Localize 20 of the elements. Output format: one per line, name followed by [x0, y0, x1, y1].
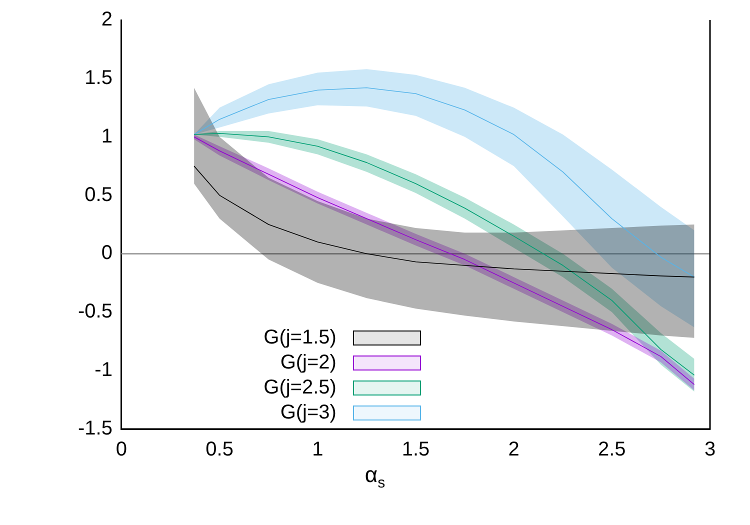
x-tick-label: 1: [312, 438, 324, 461]
x-tick-label: 2.5: [598, 438, 626, 461]
y-tick-label: -1.5: [78, 418, 112, 440]
x-axis-title: α$_{s}$: [364, 462, 386, 492]
y-tick-label: -0.5: [78, 300, 112, 323]
legend-label: G(j=2): [280, 352, 336, 374]
legend-label: G(j=3): [280, 402, 336, 424]
x-tick-label: 2: [508, 438, 520, 461]
x-tick-label: 3: [704, 438, 716, 461]
y-tick-label: 0: [101, 242, 112, 264]
y-tick-label: 1: [101, 125, 112, 148]
y-tick-label: 2: [101, 8, 112, 31]
y-tick-label: 0.5: [84, 184, 112, 206]
legend-label: G(j=2.5): [264, 376, 336, 399]
legend-label: G(j=1.5): [264, 326, 336, 349]
x-tick-label: 1.5: [402, 438, 430, 461]
x-tick-label: 0: [116, 438, 128, 461]
y-tick-label: 1.5: [84, 66, 112, 89]
x-tick-label: 0.5: [206, 438, 234, 461]
y-tick-label: -1: [94, 359, 112, 382]
